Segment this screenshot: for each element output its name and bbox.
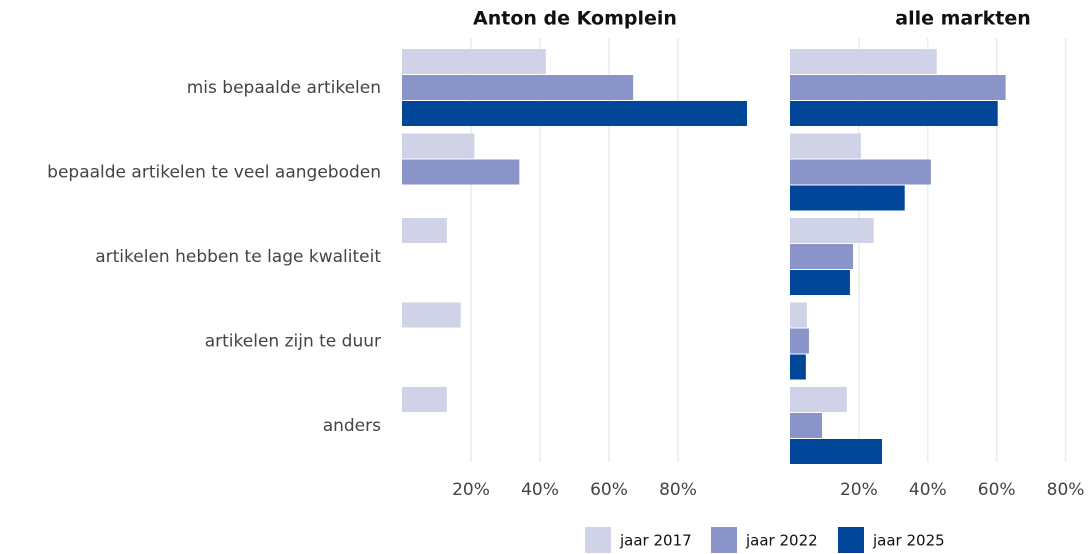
- bar: [402, 133, 475, 159]
- bar: [790, 354, 806, 380]
- legend-label: jaar 2025: [872, 532, 945, 550]
- bar: [790, 328, 809, 354]
- x-tick-label: 60%: [978, 480, 1016, 500]
- bar: [402, 49, 546, 74]
- bar: [790, 159, 931, 185]
- bar: [790, 133, 861, 159]
- category-label: bepaalde artikelen te veel aangeboden: [47, 163, 381, 183]
- bar: [790, 75, 1006, 100]
- bar: [790, 302, 807, 328]
- bar: [402, 302, 461, 328]
- bar: [790, 185, 905, 211]
- bar: [790, 49, 937, 74]
- x-tick-label: 80%: [659, 480, 697, 500]
- bar: [790, 101, 998, 126]
- bar: [790, 413, 823, 438]
- category-label: artikelen hebben te lage kwaliteit: [95, 247, 381, 267]
- bar: [402, 75, 634, 100]
- bar: [790, 270, 850, 295]
- bar: [790, 387, 847, 412]
- legend-swatch: [838, 527, 864, 553]
- bar: [790, 218, 874, 243]
- category-label: anders: [323, 416, 381, 436]
- x-tick-label: 40%: [521, 480, 559, 500]
- bar: [790, 244, 854, 269]
- panel-title: alle markten: [895, 8, 1030, 30]
- x-tick-label: 20%: [452, 480, 490, 500]
- legend-label: jaar 2017: [619, 532, 692, 550]
- bar: [402, 159, 520, 185]
- bar: [790, 439, 882, 464]
- legend-swatch: [711, 527, 737, 553]
- legend-swatch: [585, 527, 611, 553]
- x-tick-label: 40%: [909, 480, 947, 500]
- legend-label: jaar 2022: [745, 532, 818, 550]
- bar: [402, 101, 747, 126]
- x-tick-label: 20%: [840, 480, 878, 500]
- x-tick-label: 80%: [1047, 480, 1085, 500]
- category-label: artikelen zijn te duur: [205, 332, 381, 352]
- panel-title: Anton de Komplein: [473, 8, 677, 30]
- category-label: mis bepaalde artikelen: [187, 78, 381, 98]
- bar: [402, 218, 447, 243]
- bar: [402, 387, 447, 412]
- x-tick-label: 60%: [590, 480, 628, 500]
